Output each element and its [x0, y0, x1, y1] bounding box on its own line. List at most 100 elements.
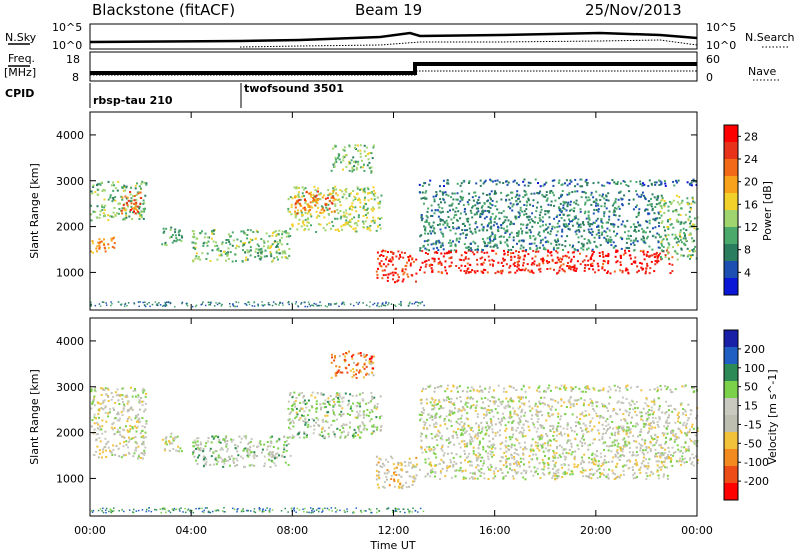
colorbar-tick-label: 12: [744, 221, 758, 234]
x-tick-label: 08:00: [276, 524, 308, 537]
x-tick-label: 00:00: [74, 524, 106, 537]
colorbar-tick-label: -50: [744, 437, 762, 450]
x-tick-label: 16:00: [479, 524, 511, 537]
colorbar-swatch: [724, 398, 738, 416]
colorbar-swatch: [724, 261, 738, 279]
freq-tick-8: 8: [72, 71, 79, 84]
colorbar-swatch: [724, 244, 738, 262]
x-tick-label: 00:00: [681, 524, 713, 537]
y-tick-label: 3000: [56, 175, 84, 188]
colorbar-swatch: [724, 483, 738, 501]
date-title: 25/Nov/2013: [585, 1, 682, 19]
cpid-mode-1: rbsp-tau 210: [93, 94, 173, 107]
colorbar-tick-label: -100: [744, 456, 769, 469]
velocity-colorbar-label: Velocity [m s^-1]: [766, 369, 779, 464]
colorbar-swatch: [724, 210, 738, 228]
colorbar-swatch: [724, 364, 738, 382]
noise-tick-left-high: 10^5: [52, 21, 82, 34]
cpid-label: CPID: [5, 87, 34, 100]
noise-tick-right-low: 10^0: [706, 39, 736, 52]
heat-region-2: [120, 191, 143, 215]
nave-tick-0: 0: [706, 71, 713, 84]
colorbar-swatch: [724, 193, 738, 211]
colorbar-swatch: [724, 347, 738, 365]
heat-region-8: [375, 249, 418, 284]
nave-label: Nave: [748, 65, 776, 78]
freq-tick-18: 18: [66, 53, 80, 66]
colorbar-tick-label: 28: [744, 130, 758, 143]
colorbar-tick-label: 200: [744, 343, 765, 356]
noise-tick-left-low: 10^0: [52, 39, 82, 52]
velocity-y-ticks: 1000 2000 3000 4000: [56, 335, 697, 485]
colorbar-tick-label: -15: [744, 418, 762, 431]
heat-region-7: [418, 396, 661, 458]
heat-region-10: [418, 189, 661, 252]
heat-region-3: [287, 391, 383, 440]
ground-band: [90, 301, 425, 308]
colorbar-swatch: [724, 278, 738, 296]
cpid-mode-2: twofsound 3501: [244, 82, 344, 95]
heat-region-8: [421, 384, 699, 394]
freq-trace: [90, 62, 697, 75]
freq-panel: [89, 51, 698, 82]
noise-panel: [89, 23, 698, 50]
y-tick-label: 3000: [56, 381, 84, 394]
heat-region-4: [191, 229, 292, 263]
power-ylabel: Slant Range [km]: [28, 163, 41, 259]
heat-region-5: [375, 455, 418, 490]
heat-region-9: [659, 400, 699, 467]
colorbar-swatch: [724, 330, 738, 348]
x-tick-label: 12:00: [378, 524, 410, 537]
colorbar-swatch: [724, 415, 738, 433]
heat-region-0: [90, 236, 116, 254]
colorbar-tick-label: 100: [744, 362, 765, 375]
x-axis-label: Time UT: [369, 539, 415, 552]
x-tick-label: 20:00: [580, 524, 612, 537]
colorbar-swatch: [724, 227, 738, 245]
colorbar-tick-label: 16: [744, 198, 758, 211]
colorbar-swatch: [724, 159, 738, 177]
x-tick-label: 04:00: [175, 524, 207, 537]
nsearch-trace: [239, 39, 698, 48]
colorbar-swatch: [724, 432, 738, 450]
heat-region-0: [90, 386, 148, 460]
beam-title: Beam 19: [355, 1, 422, 19]
power-colorbar: 4 8 12 16 20 24 28: [723, 124, 758, 296]
nsky-label: N.Sky: [5, 31, 37, 44]
y-tick-label: 4000: [56, 129, 84, 142]
power-heatmap: [90, 144, 699, 308]
colorbar-swatch: [724, 125, 738, 143]
freq-label-1: Freq.: [8, 52, 35, 65]
colorbar-swatch: [724, 466, 738, 484]
station-title: Blackstone (fitACF): [92, 1, 235, 19]
colorbar-tick-label: -200: [744, 475, 769, 488]
y-tick-label: 4000: [56, 335, 84, 348]
heat-region-1: [161, 432, 183, 453]
heat-region-2: [191, 435, 292, 469]
noise-tick-right-high: 10^5: [706, 21, 736, 34]
velocity-panel-frame: [89, 317, 698, 517]
heat-region-3: [161, 226, 183, 247]
heat-region-7: [330, 144, 375, 174]
x-axis-ticks: 00:00 04:00 08:00 12:00 16:00 20:00 00:00: [74, 112, 713, 537]
velocity-ylabel: Slant Range [km]: [28, 369, 41, 465]
colorbar-tick-label: 15: [744, 400, 758, 413]
nave-trace: [90, 70, 697, 76]
colorbar-swatch: [724, 176, 738, 194]
colorbar-swatch: [724, 381, 738, 399]
heat-region-6: [419, 455, 674, 481]
velocity-colorbar: 200 100 50 15 -15 -50 -100 -200: [723, 329, 769, 501]
nsky-trace: [89, 31, 698, 44]
ground-band: [90, 507, 425, 514]
y-tick-label: 2000: [56, 221, 84, 234]
colorbar-swatch: [724, 142, 738, 160]
nave-tick-60: 60: [706, 53, 720, 66]
colorbar-tick-label: 24: [744, 153, 758, 166]
velocity-heatmap: [90, 350, 699, 514]
y-tick-label: 2000: [56, 427, 84, 440]
colorbar-swatch: [724, 449, 738, 467]
colorbar-tick-label: 8: [744, 244, 751, 257]
heat-region-11: [418, 178, 698, 188]
power-colorbar-label: Power [dB]: [761, 181, 774, 241]
